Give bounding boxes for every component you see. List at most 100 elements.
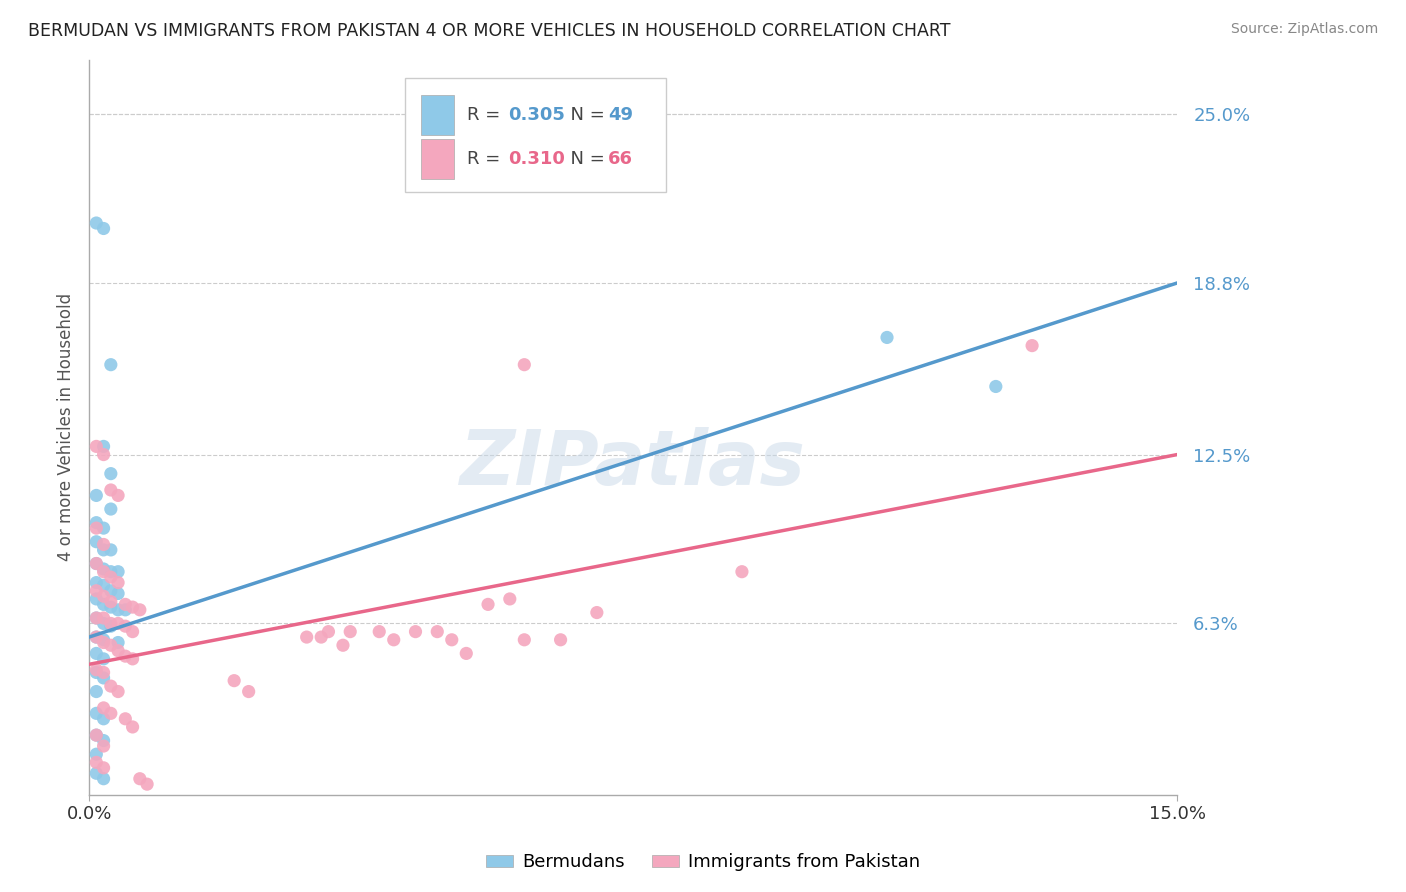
Point (238, 684, 260, 698)
Point (93, 598, 115, 612)
FancyBboxPatch shape (420, 138, 454, 179)
Point (86, 684, 108, 698)
Point (382, 632, 405, 647)
Point (93, 611, 115, 625)
Point (86, 647, 108, 661)
Point (93, 772, 115, 786)
Point (86, 583, 108, 598)
Y-axis label: 4 or more Vehicles in Household: 4 or more Vehicles in Household (58, 293, 75, 561)
Point (93, 652, 115, 666)
Point (93, 701, 115, 715)
Point (513, 358, 536, 372)
Point (86, 611, 108, 625)
Point (114, 598, 136, 612)
Point (114, 619, 136, 633)
Text: Source: ZipAtlas.com: Source: ZipAtlas.com (1230, 22, 1378, 37)
Point (100, 679, 122, 693)
Point (107, 603, 129, 617)
Point (426, 624, 449, 639)
Point (93, 542, 115, 557)
Point (586, 606, 609, 620)
Point (86, 534, 108, 549)
Point (318, 624, 340, 639)
Point (100, 583, 122, 598)
Point (731, 565, 754, 579)
Text: BERMUDAN VS IMMIGRANTS FROM PAKISTAN 4 OR MORE VEHICLES IN HOUSEHOLD CORRELATION: BERMUDAN VS IMMIGRANTS FROM PAKISTAN 4 O… (28, 22, 950, 40)
Point (93, 589, 115, 603)
Point (86, 575, 108, 590)
Point (224, 673, 246, 688)
Legend: Bermudans, Immigrants from Pakistan: Bermudans, Immigrants from Pakistan (479, 847, 927, 879)
Point (368, 624, 391, 639)
Point (100, 638, 122, 652)
Point (93, 632, 115, 647)
Text: 49: 49 (609, 106, 633, 124)
Text: N =: N = (560, 150, 610, 168)
Point (876, 330, 898, 344)
Point (107, 575, 129, 590)
Point (405, 624, 427, 639)
Point (93, 739, 115, 753)
Point (93, 562, 115, 576)
Point (114, 649, 136, 664)
Point (100, 570, 122, 584)
Point (121, 624, 143, 639)
Point (86, 747, 108, 762)
Point (93, 761, 115, 775)
Text: R =: R = (467, 150, 506, 168)
Point (86, 766, 108, 780)
Point (499, 591, 522, 606)
Text: R =: R = (467, 106, 506, 124)
FancyBboxPatch shape (420, 95, 454, 135)
Point (93, 537, 115, 551)
Point (107, 488, 129, 502)
Point (86, 521, 108, 535)
Point (86, 488, 108, 502)
Point (93, 521, 115, 535)
Point (86, 728, 108, 742)
Point (100, 467, 122, 481)
Point (100, 502, 122, 516)
Point (332, 638, 354, 652)
Point (456, 647, 478, 661)
Point (93, 221, 115, 235)
Point (86, 630, 108, 644)
Point (86, 663, 108, 677)
Point (295, 630, 318, 644)
Point (107, 565, 129, 579)
Point (93, 578, 115, 592)
Text: 66: 66 (609, 150, 633, 168)
Point (93, 448, 115, 462)
Point (100, 565, 122, 579)
Point (86, 611, 108, 625)
Point (86, 557, 108, 571)
Point (477, 598, 499, 612)
Point (128, 603, 150, 617)
Point (107, 586, 129, 600)
Point (100, 542, 122, 557)
Point (121, 652, 143, 666)
Point (86, 756, 108, 770)
Point (93, 733, 115, 747)
Point (513, 632, 536, 647)
Point (86, 591, 108, 606)
Point (107, 635, 129, 649)
Point (86, 706, 108, 721)
Point (114, 712, 136, 726)
Point (93, 665, 115, 680)
Text: 0.310: 0.310 (508, 150, 565, 168)
Point (93, 616, 115, 631)
Point (86, 439, 108, 453)
Point (100, 706, 122, 721)
Point (86, 630, 108, 644)
Point (100, 483, 122, 497)
Point (136, 777, 159, 791)
Point (339, 624, 361, 639)
Point (86, 216, 108, 230)
Point (86, 665, 108, 680)
Point (93, 439, 115, 453)
Text: 0.305: 0.305 (508, 106, 565, 124)
Point (86, 728, 108, 742)
Point (100, 595, 122, 609)
Point (107, 616, 129, 631)
